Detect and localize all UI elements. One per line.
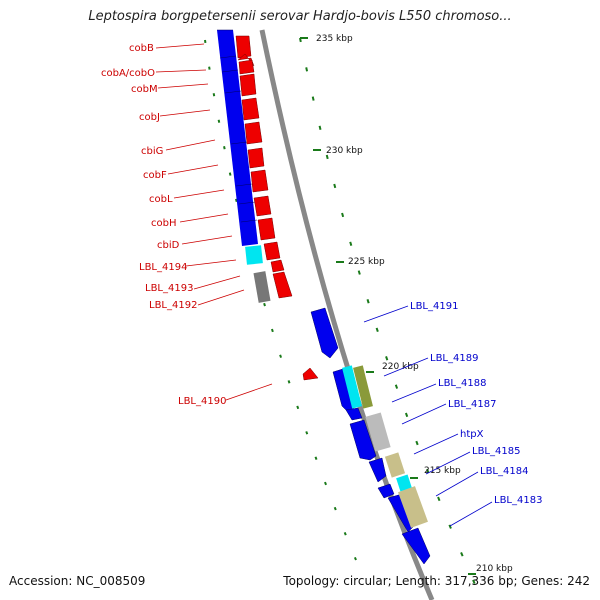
- tick-label: 235 kbp: [316, 34, 353, 44]
- tick-label: 225 kbp: [348, 257, 385, 267]
- accession-label: Accession: NC_008509: [9, 574, 146, 588]
- gene-label-LBL_4193: LBL_4193: [145, 283, 193, 294]
- gene-label-LBL_4183: LBL_4183: [494, 495, 542, 506]
- gene-label-cobH: cobH: [151, 218, 176, 229]
- gene-label-LBL_4188: LBL_4188: [438, 378, 486, 389]
- forward-strand-genes: [310, 307, 431, 565]
- khaki-gene-block: [384, 452, 406, 478]
- khaki-gene-block-2: [398, 486, 428, 528]
- cyan-gene-block-3: [396, 474, 412, 492]
- olive-gene-block: [353, 365, 373, 409]
- summary-label: Topology: circular; Length: 317,336 bp; …: [283, 574, 590, 588]
- tick-label: 215 kbp: [424, 466, 461, 476]
- map-title: Leptospira borgpetersenii serovar Hardjo…: [88, 9, 512, 24]
- cyan-gene-block-2: [342, 365, 362, 409]
- dark-gray-gene-block: [253, 271, 271, 303]
- gene-label-LBL_4190: LBL_4190: [178, 396, 226, 407]
- gene-label-htpX: htpX: [460, 429, 484, 440]
- gene-label-cbiG: cbiG: [141, 146, 163, 157]
- gene-label-LBL_4191: LBL_4191: [410, 301, 458, 312]
- forward-strand-band: [217, 29, 258, 246]
- guide-track-dots-inner: [204, 39, 357, 561]
- gene-label-LBL_4194: LBL_4194: [139, 262, 187, 273]
- tick-label: 220 kbp: [382, 362, 419, 372]
- reverse-strand-genes: [235, 35, 319, 381]
- gene-label-cbiD: cbiD: [157, 240, 180, 251]
- gene-label-LBL_4189: LBL_4189: [430, 353, 478, 364]
- tick-label: 210 kbp: [476, 564, 513, 574]
- gene-label-cobJ: cobJ: [139, 112, 160, 123]
- gray-gene-block: [365, 412, 391, 452]
- reverse-label-leaders: [155, 43, 273, 401]
- gene-label-cobM: cobM: [131, 84, 158, 95]
- forward-label-leaders: [363, 305, 493, 527]
- gene-label-cobL: cobL: [149, 194, 173, 205]
- cyan-gene-block: [245, 245, 263, 265]
- gene-label-cobB: cobB: [129, 43, 154, 54]
- gene-label-LBL_4187: LBL_4187: [448, 399, 496, 410]
- gene-label-LBL_4185: LBL_4185: [472, 446, 520, 457]
- gene-label-LBL_4192: LBL_4192: [149, 300, 197, 311]
- tick-marks: [300, 37, 476, 575]
- gene-label-cobF: cobF: [143, 170, 167, 181]
- gene-label-cobA-cobO: cobA/cobO: [101, 68, 155, 79]
- gene-label-LBL_4184: LBL_4184: [480, 466, 528, 477]
- tick-label: 230 kbp: [326, 146, 363, 156]
- backbone-arc: [259, 29, 435, 600]
